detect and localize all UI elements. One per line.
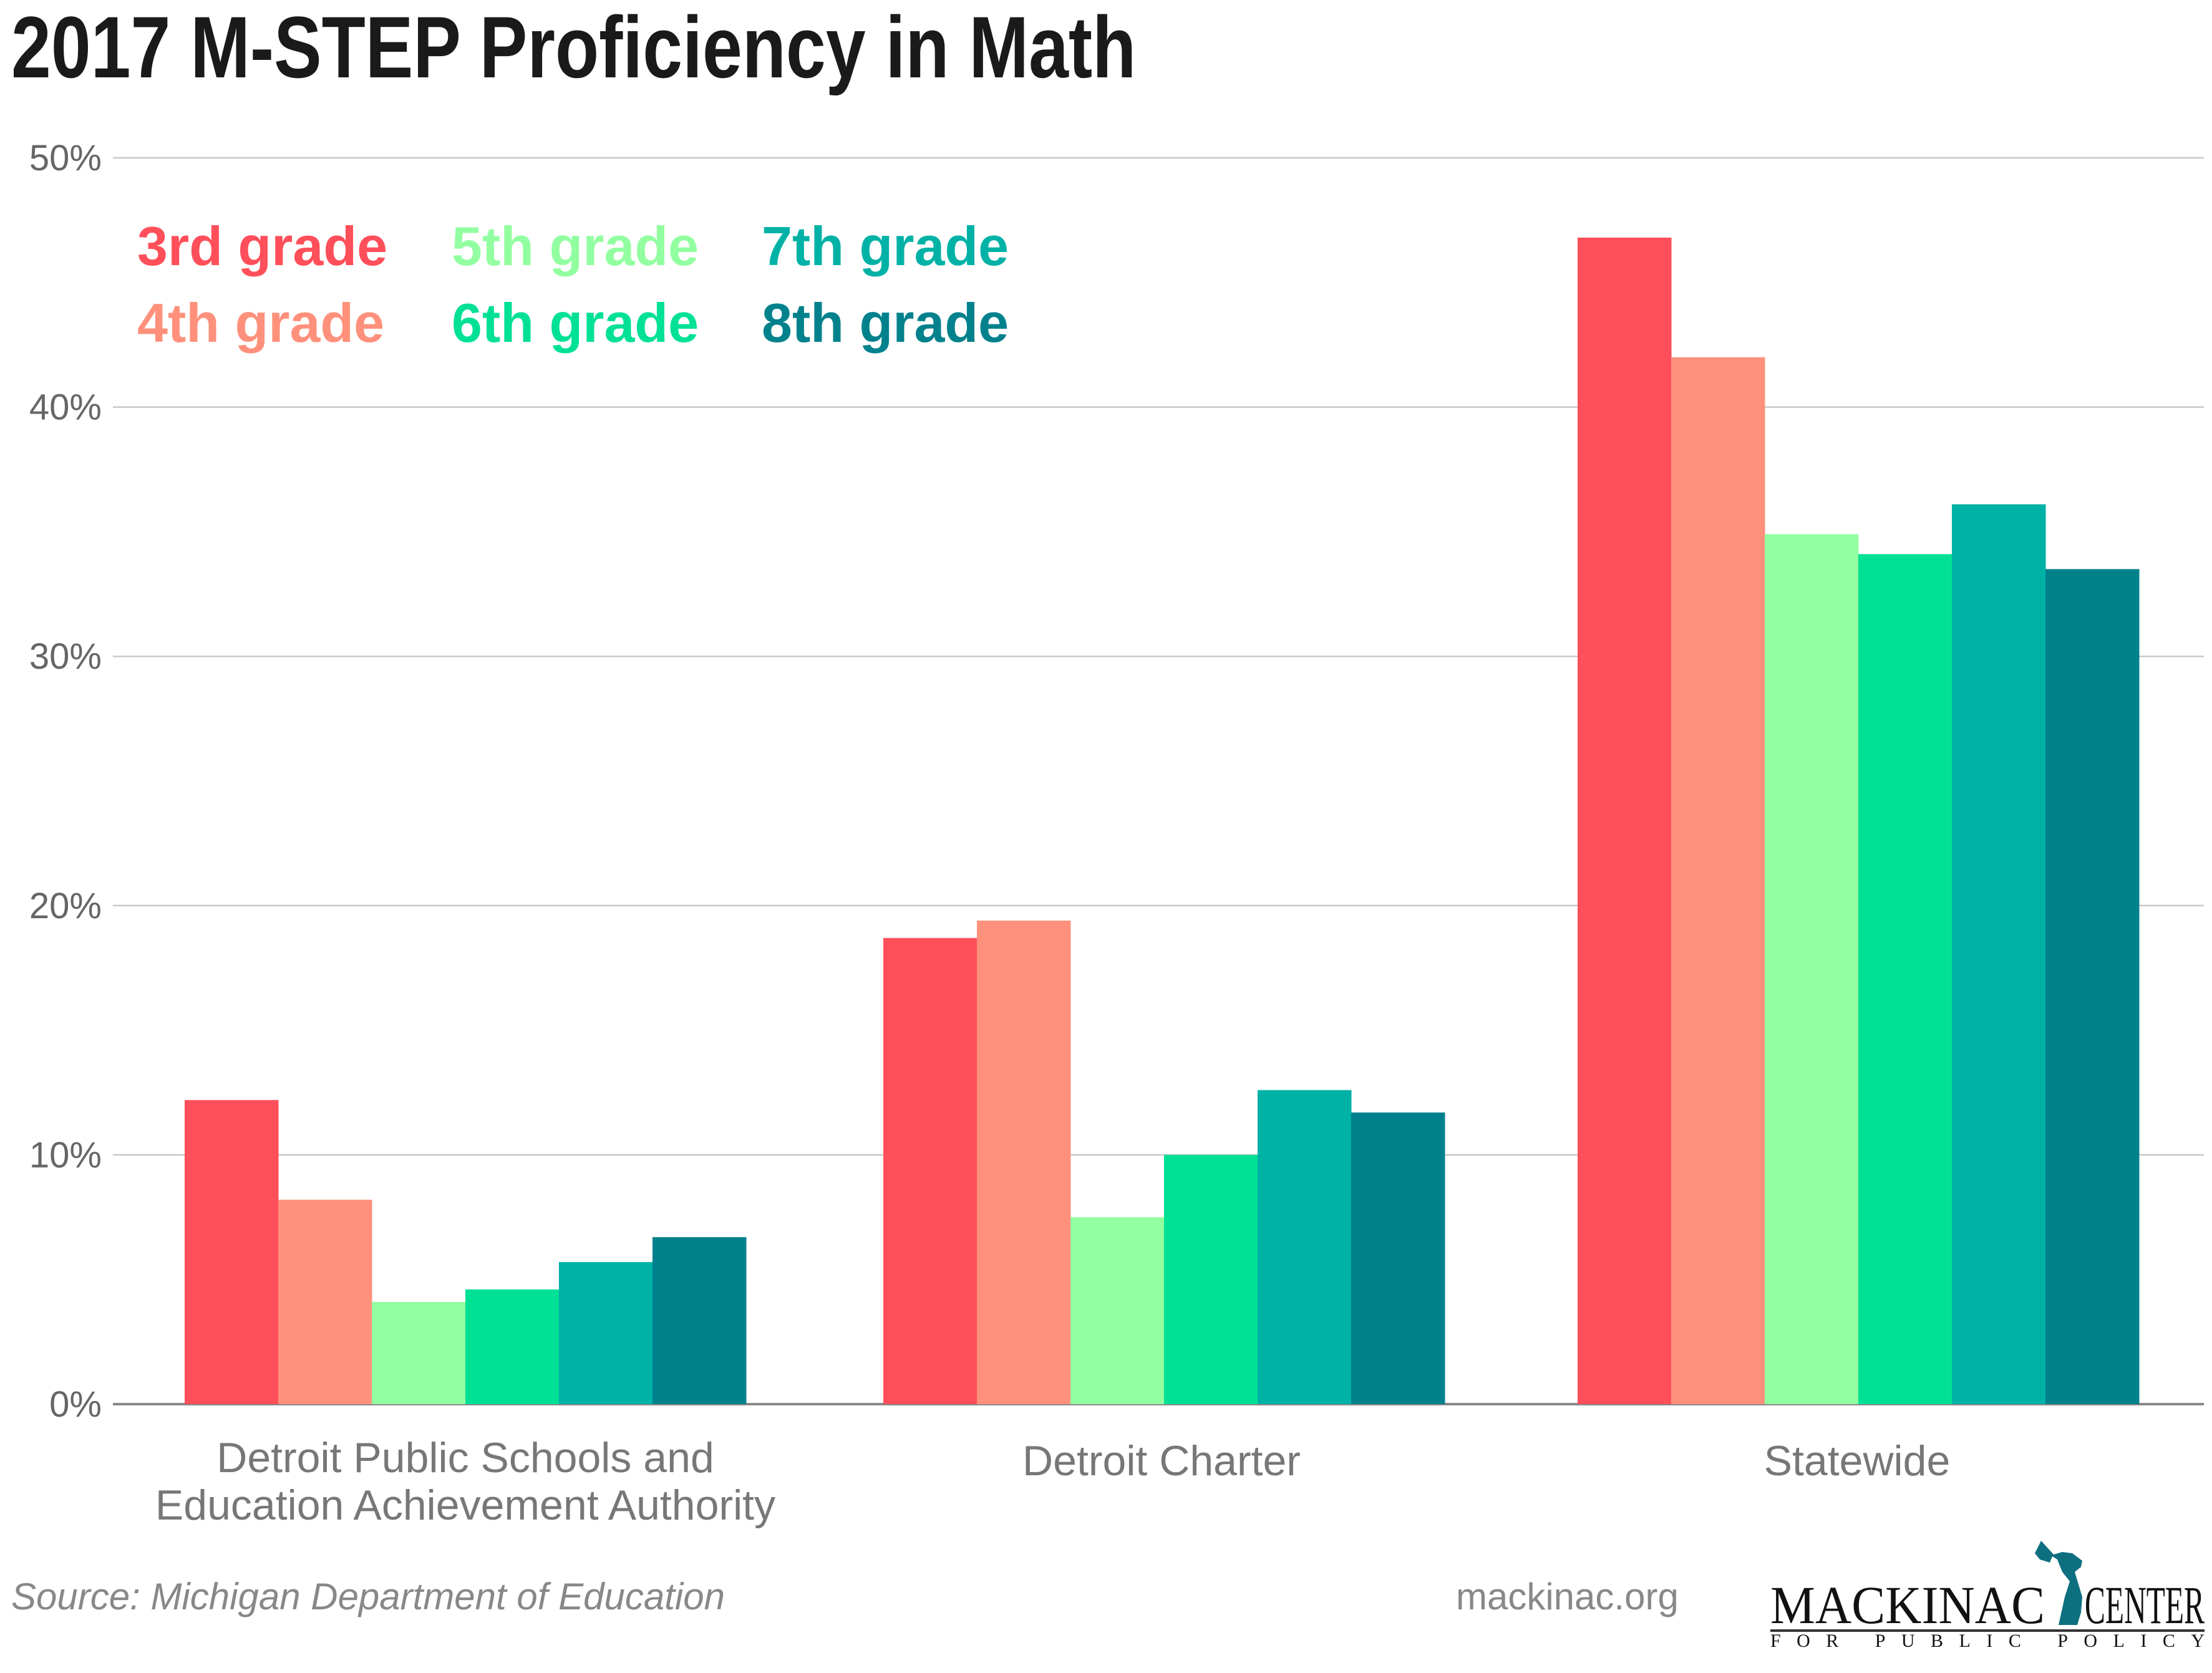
bar-3rd-grade-1 (883, 938, 977, 1404)
bar-6th-grade-0 (465, 1289, 560, 1404)
michigan-icon (2035, 1541, 2082, 1625)
legend-item-3rd-grade: 3rd grade (137, 215, 387, 277)
y-tick-label: 40% (29, 387, 102, 428)
source-note: Source: Michigan Department of Education (11, 1576, 725, 1617)
bar-6th-grade-2 (1858, 554, 1952, 1404)
legend-item-7th-grade: 7th grade (762, 215, 1009, 277)
bar-3rd-grade-0 (185, 1100, 279, 1404)
x-category-label: Statewide (1764, 1437, 1951, 1485)
bar-5th-grade-1 (1070, 1217, 1165, 1404)
bar-5th-grade-0 (372, 1302, 466, 1404)
mackinac-center-logo: MACKINAC CENTER FOR PUBLIC POLICY (1770, 1541, 2205, 1651)
website-link[interactable]: mackinac.org (1456, 1576, 1679, 1617)
y-tick-label: 30% (29, 636, 102, 677)
bar-7th-grade-2 (1952, 504, 2046, 1404)
y-tick-label: 0% (49, 1384, 102, 1425)
bar-4th-grade-0 (278, 1200, 372, 1404)
bar-5th-grade-2 (1765, 534, 1859, 1404)
bar-8th-grade-1 (1351, 1112, 1445, 1404)
y-tick-label: 20% (29, 886, 102, 926)
logo-text-right: CENTER (2085, 1575, 2205, 1635)
bar-8th-grade-2 (2045, 569, 2140, 1404)
chart-title: 2017 M-STEP Proficiency in Math (11, 0, 1136, 97)
bar-3rd-grade-2 (1578, 237, 1672, 1404)
bar-4th-grade-1 (977, 920, 1071, 1404)
bar-7th-grade-1 (1258, 1090, 1352, 1404)
logo-text-left: MACKINAC (1770, 1575, 2045, 1635)
bar-4th-grade-2 (1671, 357, 1765, 1405)
bar-6th-grade-1 (1164, 1155, 1258, 1404)
logo-divider (1770, 1629, 2205, 1632)
legend-item-6th-grade: 6th grade (452, 292, 699, 354)
bar-8th-grade-0 (652, 1237, 747, 1404)
legend-item-5th-grade: 5th grade (452, 215, 699, 277)
x-category-label: Detroit Public Schools and (216, 1434, 714, 1481)
y-tick-label: 10% (29, 1135, 102, 1175)
bar-7th-grade-0 (559, 1262, 653, 1404)
x-category-label: Education Achievement Authority (155, 1481, 775, 1529)
legend-item-4th-grade: 4th grade (137, 292, 384, 354)
y-tick-label: 50% (29, 138, 102, 178)
legend-item-8th-grade: 8th grade (762, 292, 1009, 354)
x-category-label: Detroit Charter (1022, 1437, 1301, 1485)
